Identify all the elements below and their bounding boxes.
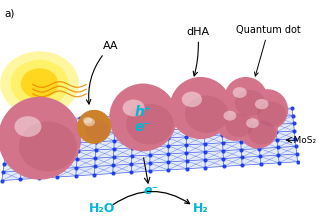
- Circle shape: [224, 77, 267, 120]
- Circle shape: [216, 101, 255, 141]
- Ellipse shape: [225, 113, 253, 137]
- Text: H₂O: H₂O: [88, 202, 115, 215]
- Ellipse shape: [21, 68, 58, 99]
- Text: ←MoS₂: ←MoS₂: [286, 136, 316, 145]
- Ellipse shape: [126, 104, 174, 145]
- Text: e⁻: e⁻: [143, 184, 158, 197]
- Ellipse shape: [242, 122, 278, 142]
- Ellipse shape: [235, 90, 265, 116]
- Ellipse shape: [224, 111, 236, 121]
- Ellipse shape: [248, 121, 276, 145]
- Text: H₂: H₂: [193, 202, 209, 215]
- Ellipse shape: [80, 121, 111, 138]
- Circle shape: [0, 97, 81, 180]
- Text: a): a): [5, 9, 15, 19]
- Text: h⁺: h⁺: [135, 105, 152, 119]
- Circle shape: [109, 84, 177, 151]
- Text: e⁻: e⁻: [135, 120, 151, 134]
- Ellipse shape: [86, 120, 109, 140]
- Ellipse shape: [116, 105, 177, 139]
- Ellipse shape: [176, 97, 232, 128]
- Ellipse shape: [10, 60, 69, 107]
- Ellipse shape: [220, 114, 255, 134]
- Circle shape: [169, 77, 232, 139]
- Ellipse shape: [0, 51, 79, 116]
- Ellipse shape: [77, 110, 111, 144]
- Ellipse shape: [84, 118, 95, 126]
- Ellipse shape: [246, 118, 259, 128]
- Text: Quantum dot: Quantum dot: [236, 25, 301, 76]
- Text: AA: AA: [86, 41, 119, 104]
- Ellipse shape: [228, 91, 267, 113]
- Ellipse shape: [251, 103, 288, 123]
- Circle shape: [238, 109, 278, 149]
- Ellipse shape: [15, 116, 41, 137]
- Ellipse shape: [83, 117, 92, 124]
- Ellipse shape: [255, 99, 268, 109]
- Ellipse shape: [185, 96, 229, 133]
- Ellipse shape: [257, 102, 286, 126]
- Ellipse shape: [233, 87, 247, 98]
- Circle shape: [247, 89, 288, 131]
- Ellipse shape: [123, 99, 145, 116]
- Ellipse shape: [6, 124, 81, 165]
- Ellipse shape: [19, 122, 77, 171]
- Circle shape: [77, 110, 111, 144]
- Ellipse shape: [182, 92, 202, 107]
- Polygon shape: [2, 108, 298, 181]
- Text: dHA: dHA: [186, 27, 209, 76]
- FancyArrowPatch shape: [114, 191, 190, 204]
